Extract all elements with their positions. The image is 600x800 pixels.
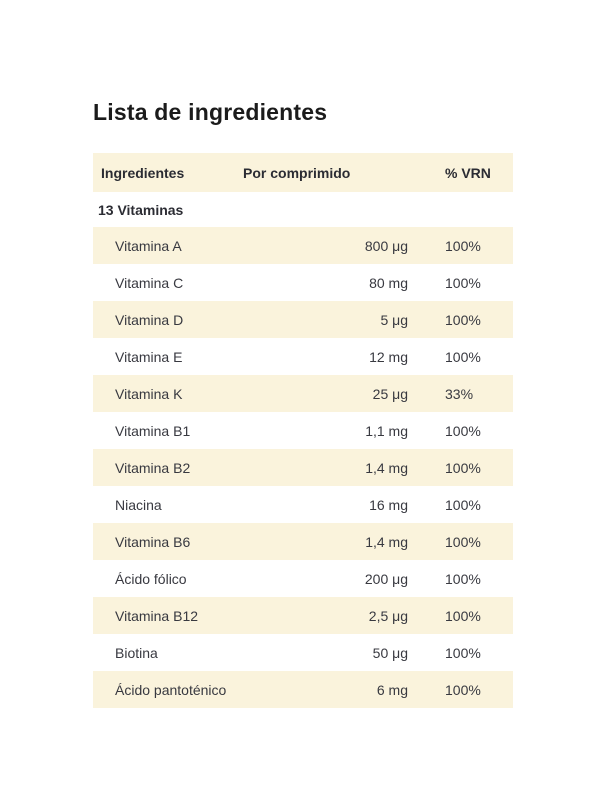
- amount-cell: 50 μg: [372, 644, 408, 661]
- amount-cell: 25 μg: [372, 385, 408, 402]
- table-row: Vitamina B1 1,1 mg 100%: [93, 412, 513, 449]
- ingredient-name-cell: Vitamina K: [115, 385, 183, 402]
- ingredients-table-body: Vitamina A 800 μg 100% Vitamina C 80 mg …: [93, 227, 513, 708]
- vrn-cell: 100%: [445, 570, 481, 587]
- vrn-cell: 100%: [445, 311, 481, 328]
- vrn-cell: 100%: [445, 607, 481, 624]
- vrn-cell: 100%: [445, 644, 481, 661]
- amount-cell: 800 μg: [364, 237, 408, 254]
- vrn-cell: 33%: [445, 385, 474, 402]
- header-per-tablet: Por comprimido: [243, 164, 351, 181]
- ingredient-name-cell: Vitamina B6: [115, 533, 191, 550]
- ingredient-name-cell: Vitamina D: [115, 311, 184, 328]
- table-header-row: Ingredientes Por comprimido % VRN: [93, 153, 513, 192]
- amount-cell: 200 μg: [364, 570, 408, 587]
- table-row: Vitamina B12 2,5 μg 100%: [93, 597, 513, 634]
- section-label-vitamins: 13 Vitaminas: [98, 201, 184, 218]
- ingredients-panel: Lista de ingredientes Ingredientes Por c…: [93, 97, 513, 708]
- table-row: Vitamina D 5 μg 100%: [93, 301, 513, 338]
- table-row: Vitamina E 12 mg 100%: [93, 338, 513, 375]
- amount-cell: 16 mg: [369, 496, 408, 513]
- table-row: Ácido pantoténico 6 mg 100%: [93, 671, 513, 708]
- amount-cell: 80 mg: [369, 274, 408, 291]
- ingredient-name-cell: Niacina: [115, 496, 162, 513]
- page-title: Lista de ingredientes: [93, 99, 328, 125]
- amount-cell: 1,4 mg: [365, 459, 408, 476]
- vrn-cell: 100%: [445, 533, 481, 550]
- vrn-cell: 100%: [445, 422, 481, 439]
- table-row: Vitamina C 80 mg 100%: [93, 264, 513, 301]
- table-row: Vitamina A 800 μg 100%: [93, 227, 513, 264]
- table-row: Vitamina K 25 μg 33%: [93, 375, 513, 412]
- vrn-cell: 100%: [445, 459, 481, 476]
- amount-cell: 5 μg: [380, 311, 408, 328]
- vrn-cell: 100%: [445, 237, 481, 254]
- table-row: Niacina 16 mg 100%: [93, 486, 513, 523]
- vrn-cell: 100%: [445, 348, 481, 365]
- ingredient-name-cell: Ácido pantoténico: [115, 681, 227, 698]
- table-row: Ácido fólico 200 μg 100%: [93, 560, 513, 597]
- amount-cell: 12 mg: [369, 348, 408, 365]
- vrn-cell: 100%: [445, 681, 481, 698]
- ingredient-name-cell: Vitamina B1: [115, 422, 191, 439]
- header-vrn: % VRN: [445, 164, 491, 181]
- amount-cell: 1,4 mg: [365, 533, 408, 550]
- header-ingredients: Ingredientes: [101, 164, 185, 181]
- table-row: Biotina 50 μg 100%: [93, 634, 513, 671]
- vrn-cell: 100%: [445, 496, 481, 513]
- ingredient-name-cell: Ácido fólico: [115, 570, 187, 587]
- ingredient-name-cell: Vitamina E: [115, 348, 183, 365]
- amount-cell: 1,1 mg: [365, 422, 408, 439]
- ingredient-name-cell: Vitamina B2: [115, 459, 191, 476]
- table-row: Vitamina B6 1,4 mg 100%: [93, 523, 513, 560]
- vrn-cell: 100%: [445, 274, 481, 291]
- amount-cell: 6 mg: [376, 681, 408, 698]
- ingredient-name-cell: Biotina: [115, 644, 158, 661]
- ingredient-name-cell: Vitamina C: [115, 274, 184, 291]
- amount-cell: 2,5 μg: [368, 607, 408, 624]
- ingredient-name-cell: Vitamina A: [115, 237, 182, 254]
- ingredient-name-cell: Vitamina B12: [115, 607, 199, 624]
- table-row: Vitamina B2 1,4 mg 100%: [93, 449, 513, 486]
